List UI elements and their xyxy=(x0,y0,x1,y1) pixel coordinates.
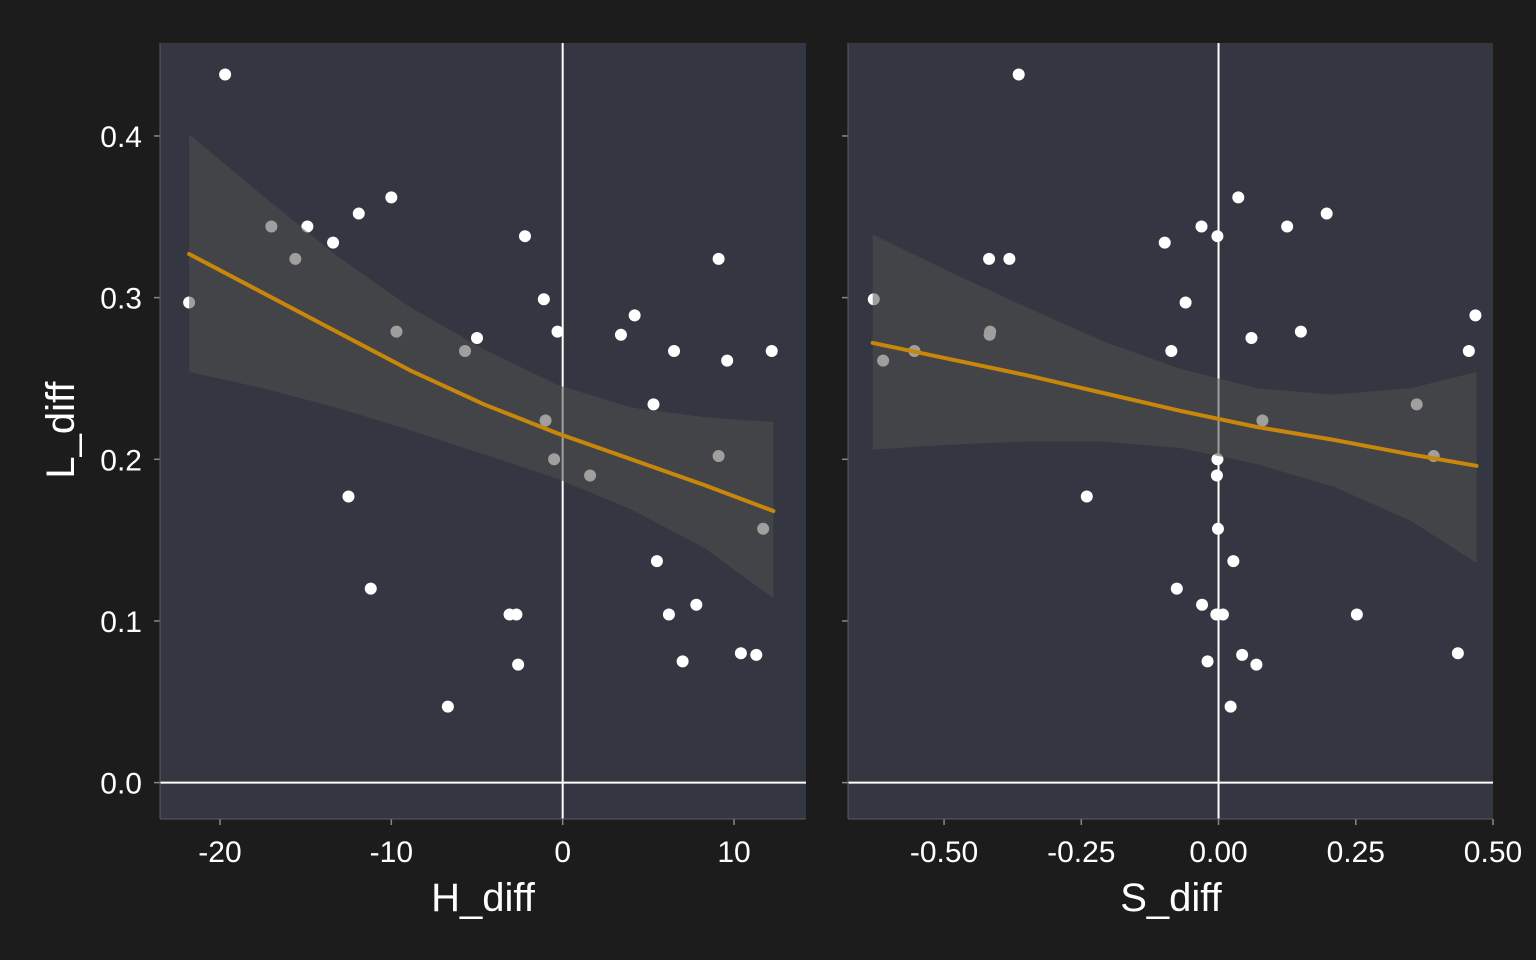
data-point xyxy=(668,344,681,357)
data-point xyxy=(662,608,675,621)
y-tick-label: 0.0 xyxy=(100,768,142,801)
data-point xyxy=(1227,555,1240,568)
data-point xyxy=(441,700,454,713)
data-point xyxy=(1211,522,1224,535)
data-point xyxy=(983,252,996,265)
data-point xyxy=(1170,582,1183,595)
y-axis-title: L_diff xyxy=(39,381,83,479)
panel-h-diff: -20 -10 0 10 0.0 0.1 0.2 0.3 0.4 xyxy=(100,43,806,869)
data-point xyxy=(1469,309,1482,322)
data-point xyxy=(647,398,660,411)
data-point xyxy=(352,207,365,220)
data-point xyxy=(1451,647,1464,660)
confidence-band xyxy=(189,134,774,599)
confidence-band xyxy=(872,234,1477,563)
fit-line xyxy=(870,340,1479,468)
data-point xyxy=(1179,296,1192,309)
data-point xyxy=(512,658,525,671)
data-point xyxy=(364,582,377,595)
data-point xyxy=(676,655,689,668)
data-point xyxy=(1211,230,1224,243)
y-tick-label: 0.1 xyxy=(100,606,142,639)
data-point xyxy=(1245,332,1258,345)
x-tick-label: 10 xyxy=(717,836,750,869)
x-tick-label: -0.25 xyxy=(1047,836,1115,869)
data-point xyxy=(551,325,564,338)
data-point xyxy=(1003,252,1016,265)
data-point xyxy=(1165,344,1178,357)
y-tick-label: 0.3 xyxy=(100,283,142,316)
data-point xyxy=(327,236,340,249)
data-point xyxy=(650,555,663,568)
x-tick-label: 0.00 xyxy=(1189,836,1247,869)
data-point xyxy=(1232,191,1245,204)
data-point xyxy=(721,354,734,367)
data-point xyxy=(518,230,531,243)
data-point xyxy=(1158,236,1171,249)
x-tick-label: 0.50 xyxy=(1464,836,1522,869)
data-point xyxy=(712,252,725,265)
data-point xyxy=(1080,490,1093,503)
data-point xyxy=(1350,608,1363,621)
data-point xyxy=(471,332,484,345)
x-tick-label: 0 xyxy=(554,836,571,869)
data-point xyxy=(1281,220,1294,233)
data-point xyxy=(1196,598,1209,611)
data-point xyxy=(690,598,703,611)
data-point xyxy=(1012,68,1025,81)
data-point xyxy=(1216,608,1229,621)
data-point xyxy=(1224,700,1237,713)
data-point xyxy=(510,608,523,621)
data-point xyxy=(750,648,763,661)
data-point xyxy=(1195,220,1208,233)
x-tick-label: -20 xyxy=(198,836,241,869)
data-point xyxy=(1210,469,1223,482)
y-tick-label: 0.2 xyxy=(100,444,142,477)
data-point xyxy=(1236,648,1249,661)
x-axis-title-s-diff: S_diff xyxy=(1120,876,1222,920)
data-point xyxy=(219,68,232,81)
data-point xyxy=(1462,344,1475,357)
data-point xyxy=(1294,325,1307,338)
data-point xyxy=(1250,658,1263,671)
data-point xyxy=(734,647,747,660)
data-point xyxy=(1201,655,1214,668)
data-point xyxy=(385,191,398,204)
data-point xyxy=(342,490,355,503)
x-tick-label: -0.50 xyxy=(910,836,978,869)
fit-line xyxy=(187,252,776,513)
y-tick-label: 0.4 xyxy=(100,121,142,154)
data-point xyxy=(301,220,314,233)
data-point xyxy=(1320,207,1333,220)
x-tick-label: 0.25 xyxy=(1327,836,1385,869)
data-point xyxy=(765,344,778,357)
data-point xyxy=(537,293,550,306)
x-axis-title-h-diff: H_diff xyxy=(431,876,536,920)
x-tick-label: -10 xyxy=(370,836,413,869)
data-point xyxy=(614,328,627,341)
data-point xyxy=(628,309,641,322)
panel-s-diff: -0.50 -0.25 0.00 0.25 0.50 xyxy=(842,43,1522,869)
